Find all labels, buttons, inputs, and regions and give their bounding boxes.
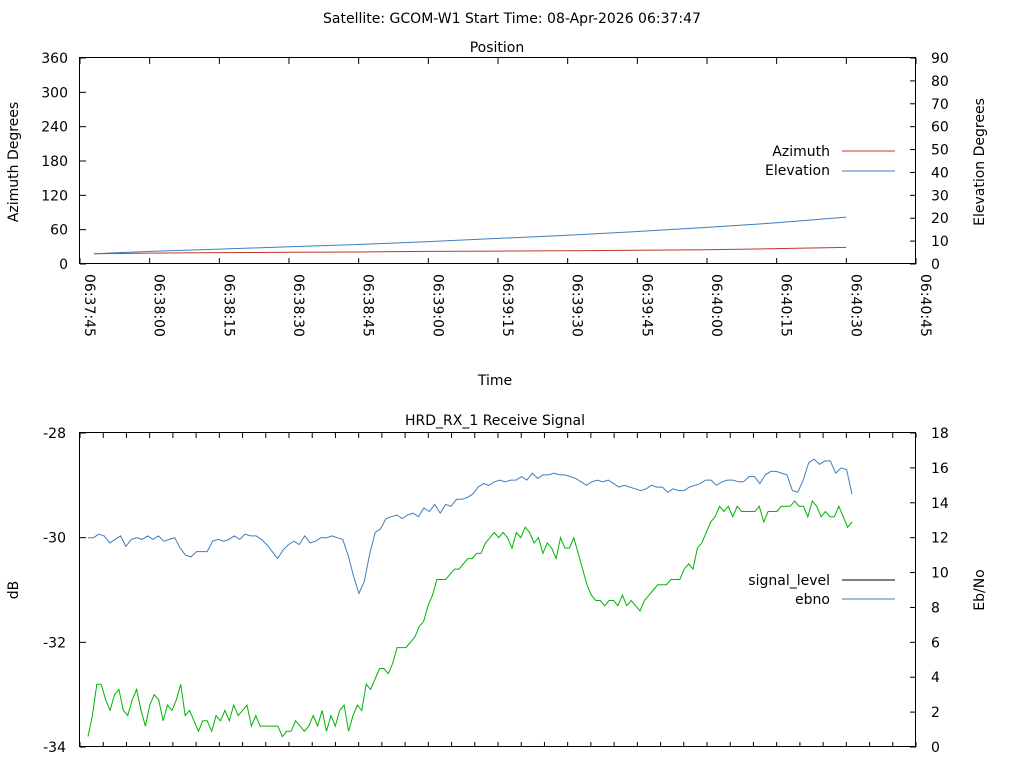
- ebno-tick-label: 10: [931, 566, 949, 582]
- time-axis-label: Time: [477, 373, 512, 389]
- db-tick-label: -30: [43, 531, 66, 547]
- position-chart: Position 0 60 120 180 240 300 360 0 10 20 30 40 50 6…: [6, 40, 988, 389]
- position-time-axis: 06:37:45 06:38:00 06:38:15 06:38:30 06:38:45…: [79, 58, 933, 337]
- azimuth-line: [93, 246, 847, 255]
- time-tick-label: 06:39:30: [569, 274, 585, 337]
- db-tick-label: -28: [43, 426, 66, 442]
- time-tick-label: 06:40:30: [847, 274, 863, 337]
- ebno-tick-label: 6: [931, 635, 940, 651]
- ebno-tick-label: 8: [931, 600, 940, 616]
- signal-legend: signal_level ebno: [748, 573, 895, 608]
- ebno-tick-label: 2: [931, 705, 940, 721]
- azimuth-tick-label: 0: [59, 257, 68, 273]
- time-tick-label: 06:38:00: [151, 274, 167, 337]
- ebno-line: [88, 458, 853, 595]
- ebno-tick-label: 14: [931, 496, 949, 512]
- legend-azimuth-label: Azimuth: [772, 144, 830, 160]
- ebno-axis-label: Eb/No: [972, 569, 988, 611]
- time-tick-label: 06:39:45: [638, 274, 654, 337]
- db-axis-label: dB: [6, 581, 22, 600]
- azimuth-tick-label: 180: [41, 154, 68, 170]
- signal-time-axis: [79, 433, 917, 747]
- azimuth-tick-label: 360: [41, 51, 68, 67]
- elevation-line: [93, 216, 847, 255]
- legend-elevation-label: Elevation: [765, 163, 830, 179]
- legend-signal-level-label: signal_level: [748, 573, 830, 589]
- page-title: Satellite: GCOM-W1 Start Time: 08-Apr-20…: [323, 11, 701, 27]
- signal-chart-title: HRD_RX_1 Receive Signal: [405, 413, 585, 429]
- azimuth-tick-label: 60: [50, 223, 68, 239]
- position-left-axis: 0 60 120 180 240 300 360: [41, 51, 86, 273]
- azimuth-tick-label: 300: [41, 85, 68, 101]
- azimuth-axis-label: Azimuth Degrees: [6, 102, 22, 222]
- legend-ebno-label: ebno: [795, 592, 830, 608]
- time-tick-label: 06:38:15: [220, 274, 236, 337]
- elevation-tick-label: 80: [931, 74, 949, 90]
- signal-right-axis: 0 2 4 6 8 10 12 14 16 18: [910, 426, 949, 756]
- ebno-tick-label: 18: [931, 426, 949, 442]
- position-series: [93, 216, 847, 255]
- ebno-tick-label: 4: [931, 670, 940, 686]
- ebno-tick-label: 16: [931, 461, 949, 477]
- time-tick-label: 06:37:45: [81, 274, 97, 337]
- elevation-tick-label: 20: [931, 211, 949, 227]
- elevation-tick-label: 0: [931, 257, 940, 273]
- time-tick-label: 06:40:45: [917, 274, 933, 337]
- time-tick-label: 06:39:15: [499, 274, 515, 337]
- time-tick-label: 06:38:45: [360, 274, 376, 337]
- ebno-tick-label: 12: [931, 531, 949, 547]
- signal-plot-frame: [79, 432, 916, 747]
- signal-series: [87, 458, 853, 738]
- position-right-axis: 0 10 20 30 40 50 60 70 80 90: [910, 51, 949, 273]
- elevation-tick-label: 40: [931, 165, 949, 181]
- elevation-tick-label: 60: [931, 120, 949, 136]
- signal-level-line: [87, 499, 853, 738]
- signal-chart: HRD_RX_1 Receive Signal -34 -32 -30 -28 0 2 4…: [6, 413, 988, 756]
- elevation-tick-label: 50: [931, 143, 949, 159]
- time-tick-label: 06:40:00: [708, 274, 724, 337]
- azimuth-tick-label: 240: [41, 120, 68, 136]
- time-tick-label: 06:40:15: [778, 274, 794, 337]
- elevation-axis-label: Elevation Degrees: [972, 98, 988, 226]
- time-tick-label: 06:39:00: [429, 274, 445, 337]
- ebno-tick-label: 0: [931, 740, 940, 756]
- time-tick-label: 06:38:30: [290, 274, 306, 337]
- elevation-tick-label: 70: [931, 97, 949, 113]
- azimuth-tick-label: 120: [41, 188, 68, 204]
- db-tick-label: -32: [43, 635, 66, 651]
- position-chart-title: Position: [470, 40, 525, 56]
- position-legend: Azimuth Elevation: [765, 144, 895, 179]
- db-tick-label: -34: [43, 740, 66, 756]
- elevation-tick-label: 90: [931, 51, 949, 67]
- position-plot-frame: [79, 57, 916, 264]
- elevation-tick-label: 10: [931, 234, 949, 250]
- signal-left-axis: -34 -32 -30 -28: [43, 426, 86, 756]
- elevation-tick-label: 30: [931, 188, 949, 204]
